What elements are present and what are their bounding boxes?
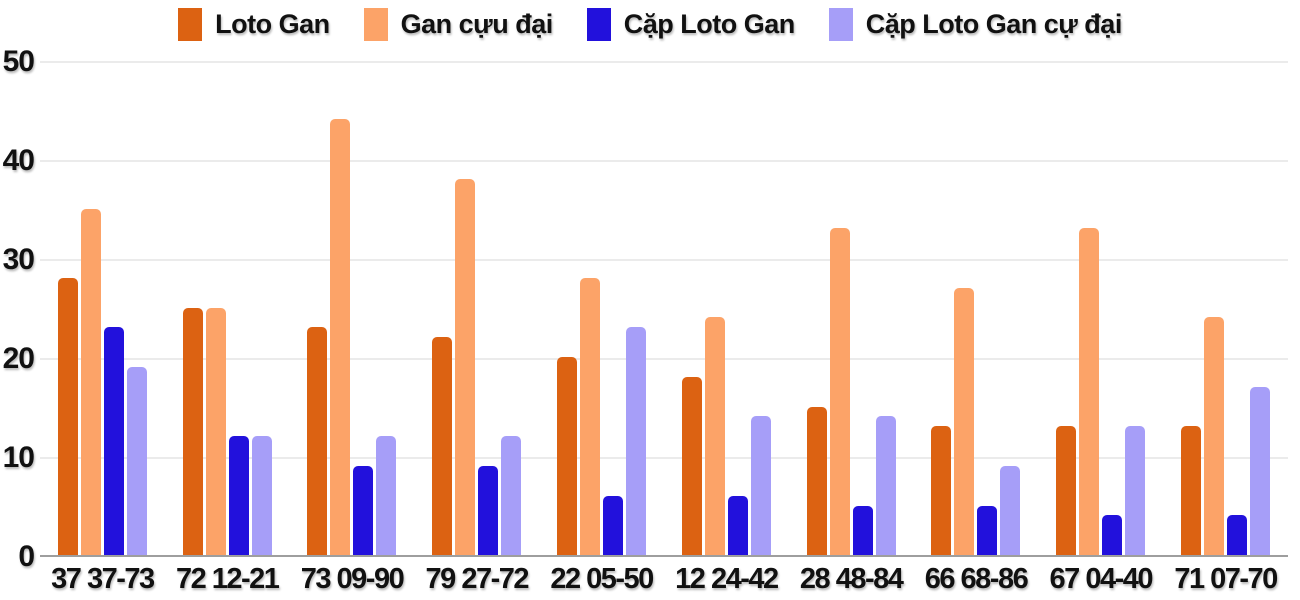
plot-area	[40, 60, 1288, 557]
bar-gan-cuu-ai[interactable]	[455, 178, 476, 555]
legend-label: Cặp Loto Gan cự đại	[865, 9, 1123, 39]
gridline-40	[40, 160, 1288, 162]
bar-cap-loto-gan-cu-ai[interactable]	[501, 436, 522, 555]
bar-loto-gan[interactable]	[1181, 426, 1202, 555]
bar-gan-cuu-ai[interactable]	[954, 287, 975, 555]
bar-cap-loto-gan[interactable]	[603, 495, 624, 555]
bar-cap-loto-gan-cu-ai[interactable]	[626, 327, 647, 555]
legend-item-cap-loto-gan-cu-ai[interactable]: Cặp Loto Gan cự đại	[828, 8, 1123, 41]
bar-group	[914, 60, 1039, 555]
bar-loto-gan[interactable]	[307, 327, 328, 555]
bar-cap-loto-gan-cu-ai[interactable]	[376, 436, 397, 555]
bar-gan-cuu-ai[interactable]	[1079, 228, 1100, 555]
bar-group	[539, 60, 664, 555]
bar-gan-cuu-ai[interactable]	[580, 277, 601, 555]
legend-swatch-icon	[178, 8, 203, 41]
bar-loto-gan[interactable]	[681, 376, 702, 555]
y-axis-tick-label: 50	[2, 45, 35, 78]
bar-cap-loto-gan[interactable]	[103, 327, 124, 555]
y-axis-tick-label: 0	[18, 540, 35, 573]
x-axis-category-label: 79 27-72	[425, 563, 530, 595]
y-axis-tick-label: 40	[2, 144, 35, 177]
x-axis-labels: 37 37-73 72 12-21 73 09-90 79 27-72 22 05-50…	[40, 563, 1288, 596]
bar-loto-gan[interactable]	[182, 307, 203, 555]
y-axis-tick-label: 30	[2, 243, 35, 276]
legend-item-loto-gan[interactable]: Loto Gan	[178, 8, 330, 41]
x-axis-category-label: 67 04-40	[1049, 563, 1154, 595]
bar-cap-loto-gan[interactable]	[228, 436, 249, 555]
legend-item-cap-loto-gan[interactable]: Cặp Loto Gan	[586, 8, 796, 41]
bar-cap-loto-gan[interactable]	[1227, 515, 1248, 555]
x-axis-category-label: 71 07-70	[1174, 563, 1278, 595]
legend-label: Gan cựu đại	[400, 9, 554, 39]
bar-group	[1038, 60, 1163, 555]
bar-group	[165, 60, 290, 555]
bar-cap-loto-gan[interactable]	[353, 465, 374, 555]
gridline-50	[40, 61, 1288, 63]
bar-gan-cuu-ai[interactable]	[704, 317, 725, 555]
x-axis-category-label: 12 24-42	[675, 563, 779, 595]
bar-cap-loto-gan-cu-ai[interactable]	[1000, 465, 1021, 555]
bar-cap-loto-gan[interactable]	[727, 495, 748, 555]
bar-cap-loto-gan[interactable]	[852, 505, 873, 555]
bar-gan-cuu-ai[interactable]	[80, 208, 101, 555]
x-axis-category-label: 22 05-50	[550, 563, 654, 595]
bar-loto-gan[interactable]	[806, 406, 827, 555]
bar-group	[664, 60, 789, 555]
bar-cap-loto-gan-cu-ai[interactable]	[875, 416, 896, 555]
bar-group	[414, 60, 539, 555]
x-axis-category-label: 66 68-86	[924, 563, 1029, 595]
bar-cap-loto-gan-cu-ai[interactable]	[1125, 426, 1146, 555]
bar-gan-cuu-ai[interactable]	[330, 119, 351, 555]
bar-gan-cuu-ai[interactable]	[829, 228, 850, 555]
legend-item-gan-cuu-ai[interactable]: Gan cựu đại	[363, 8, 554, 41]
x-axis-category-label: 37 37-73	[51, 563, 155, 595]
bar-group	[40, 60, 165, 555]
x-axis-category-label: 73 09-90	[300, 563, 405, 595]
bar-cap-loto-gan[interactable]	[977, 505, 998, 555]
legend-label: Loto Gan	[215, 9, 330, 39]
bar-cap-loto-gan[interactable]	[1102, 515, 1123, 555]
bar-gan-cuu-ai[interactable]	[1204, 317, 1225, 555]
bar-loto-gan[interactable]	[57, 277, 78, 555]
bar-loto-gan[interactable]	[432, 337, 453, 555]
gridline-10	[40, 457, 1288, 459]
bar-cap-loto-gan-cu-ai[interactable]	[251, 436, 272, 555]
bar-group	[789, 60, 914, 555]
bar-loto-gan[interactable]	[1056, 426, 1077, 555]
bar-group	[1163, 60, 1288, 555]
chart-legend: Loto Gan Gan cựu đại Cặp Loto Gan Cặp Loto …	[0, 8, 1300, 41]
bar-gan-cuu-ai[interactable]	[205, 307, 226, 555]
y-axis-tick-label: 10	[2, 441, 35, 474]
legend-swatch-icon	[828, 8, 853, 41]
y-axis-tick-label: 20	[2, 342, 35, 375]
gridline-20	[40, 358, 1288, 360]
bars-row	[40, 60, 1288, 555]
legend-label: Cặp Loto Gan	[623, 9, 796, 39]
x-axis-baseline	[40, 555, 1288, 557]
bar-group	[290, 60, 415, 555]
x-axis-category-label: 28 48-84	[799, 563, 904, 595]
bar-cap-loto-gan-cu-ai[interactable]	[750, 416, 771, 555]
legend-swatch-icon	[363, 8, 388, 41]
gridline-30	[40, 259, 1288, 261]
bar-cap-loto-gan-cu-ai[interactable]	[1250, 386, 1271, 555]
bar-cap-loto-gan-cu-ai[interactable]	[126, 366, 147, 555]
bar-loto-gan[interactable]	[931, 426, 952, 555]
legend-swatch-icon	[586, 8, 611, 41]
bar-loto-gan[interactable]	[557, 357, 578, 555]
bar-cap-loto-gan[interactable]	[478, 465, 499, 555]
x-axis-category-label: 72 12-21	[175, 563, 280, 595]
